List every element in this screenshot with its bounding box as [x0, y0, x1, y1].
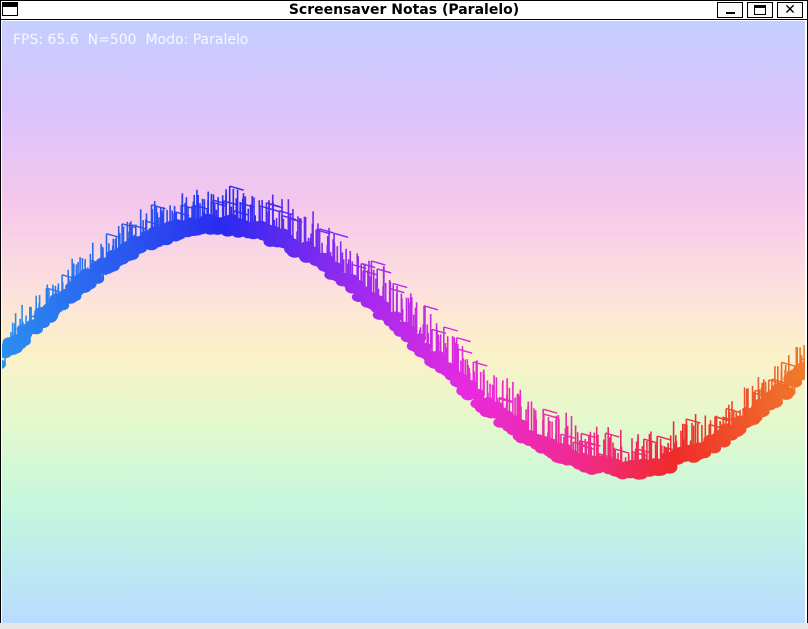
note-beam — [456, 337, 471, 343]
note-beam — [657, 435, 672, 441]
note-head — [90, 273, 105, 284]
notes-group — [2, 185, 805, 480]
note-beam — [279, 210, 294, 216]
window-menu-icon[interactable] — [2, 2, 18, 16]
note-head — [768, 398, 783, 408]
note-head — [388, 312, 403, 322]
note-beam — [282, 215, 297, 221]
close-icon: ✕ — [784, 2, 796, 18]
note-head — [329, 264, 344, 275]
note-head — [795, 370, 805, 381]
close-button[interactable]: ✕ — [777, 2, 803, 18]
note-beam — [771, 378, 787, 384]
screensaver-canvas[interactable]: FPS: 65.6 N=500 Modo: Paralelo — [2, 21, 805, 623]
note-head — [377, 303, 392, 313]
bottom-edge — [0, 623, 808, 629]
note-beam — [333, 232, 349, 238]
note-beam — [371, 260, 386, 266]
minimize-icon — [726, 12, 735, 14]
note-head — [607, 458, 622, 469]
note-beam — [319, 228, 334, 234]
note-head — [412, 333, 426, 344]
note-beam — [229, 185, 244, 191]
note-beam — [800, 357, 805, 361]
note-beam — [443, 326, 458, 332]
note-beam — [686, 418, 701, 424]
note-head — [662, 463, 677, 474]
note-beam — [458, 348, 473, 354]
note-beam — [543, 413, 558, 419]
note-beam — [543, 408, 558, 414]
stats-overlay: FPS: 65.6 N=500 Modo: Paralelo — [13, 32, 249, 48]
note-head — [781, 387, 796, 398]
note-head — [470, 389, 485, 400]
note-head — [402, 326, 417, 337]
title-bar[interactable]: Screensaver Notas (Paralelo) ✕ — [1, 1, 807, 20]
note-beam — [213, 199, 228, 205]
maximize-icon — [754, 5, 766, 15]
minimize-button[interactable] — [717, 2, 743, 18]
note-beam — [423, 305, 439, 311]
note-beam — [473, 361, 488, 367]
maximize-button[interactable] — [747, 2, 773, 18]
notes-wave — [2, 185, 805, 480]
note-head — [796, 362, 805, 372]
window-title: Screensaver Notas (Paralelo) — [288, 2, 520, 18]
note-beam — [393, 282, 408, 289]
